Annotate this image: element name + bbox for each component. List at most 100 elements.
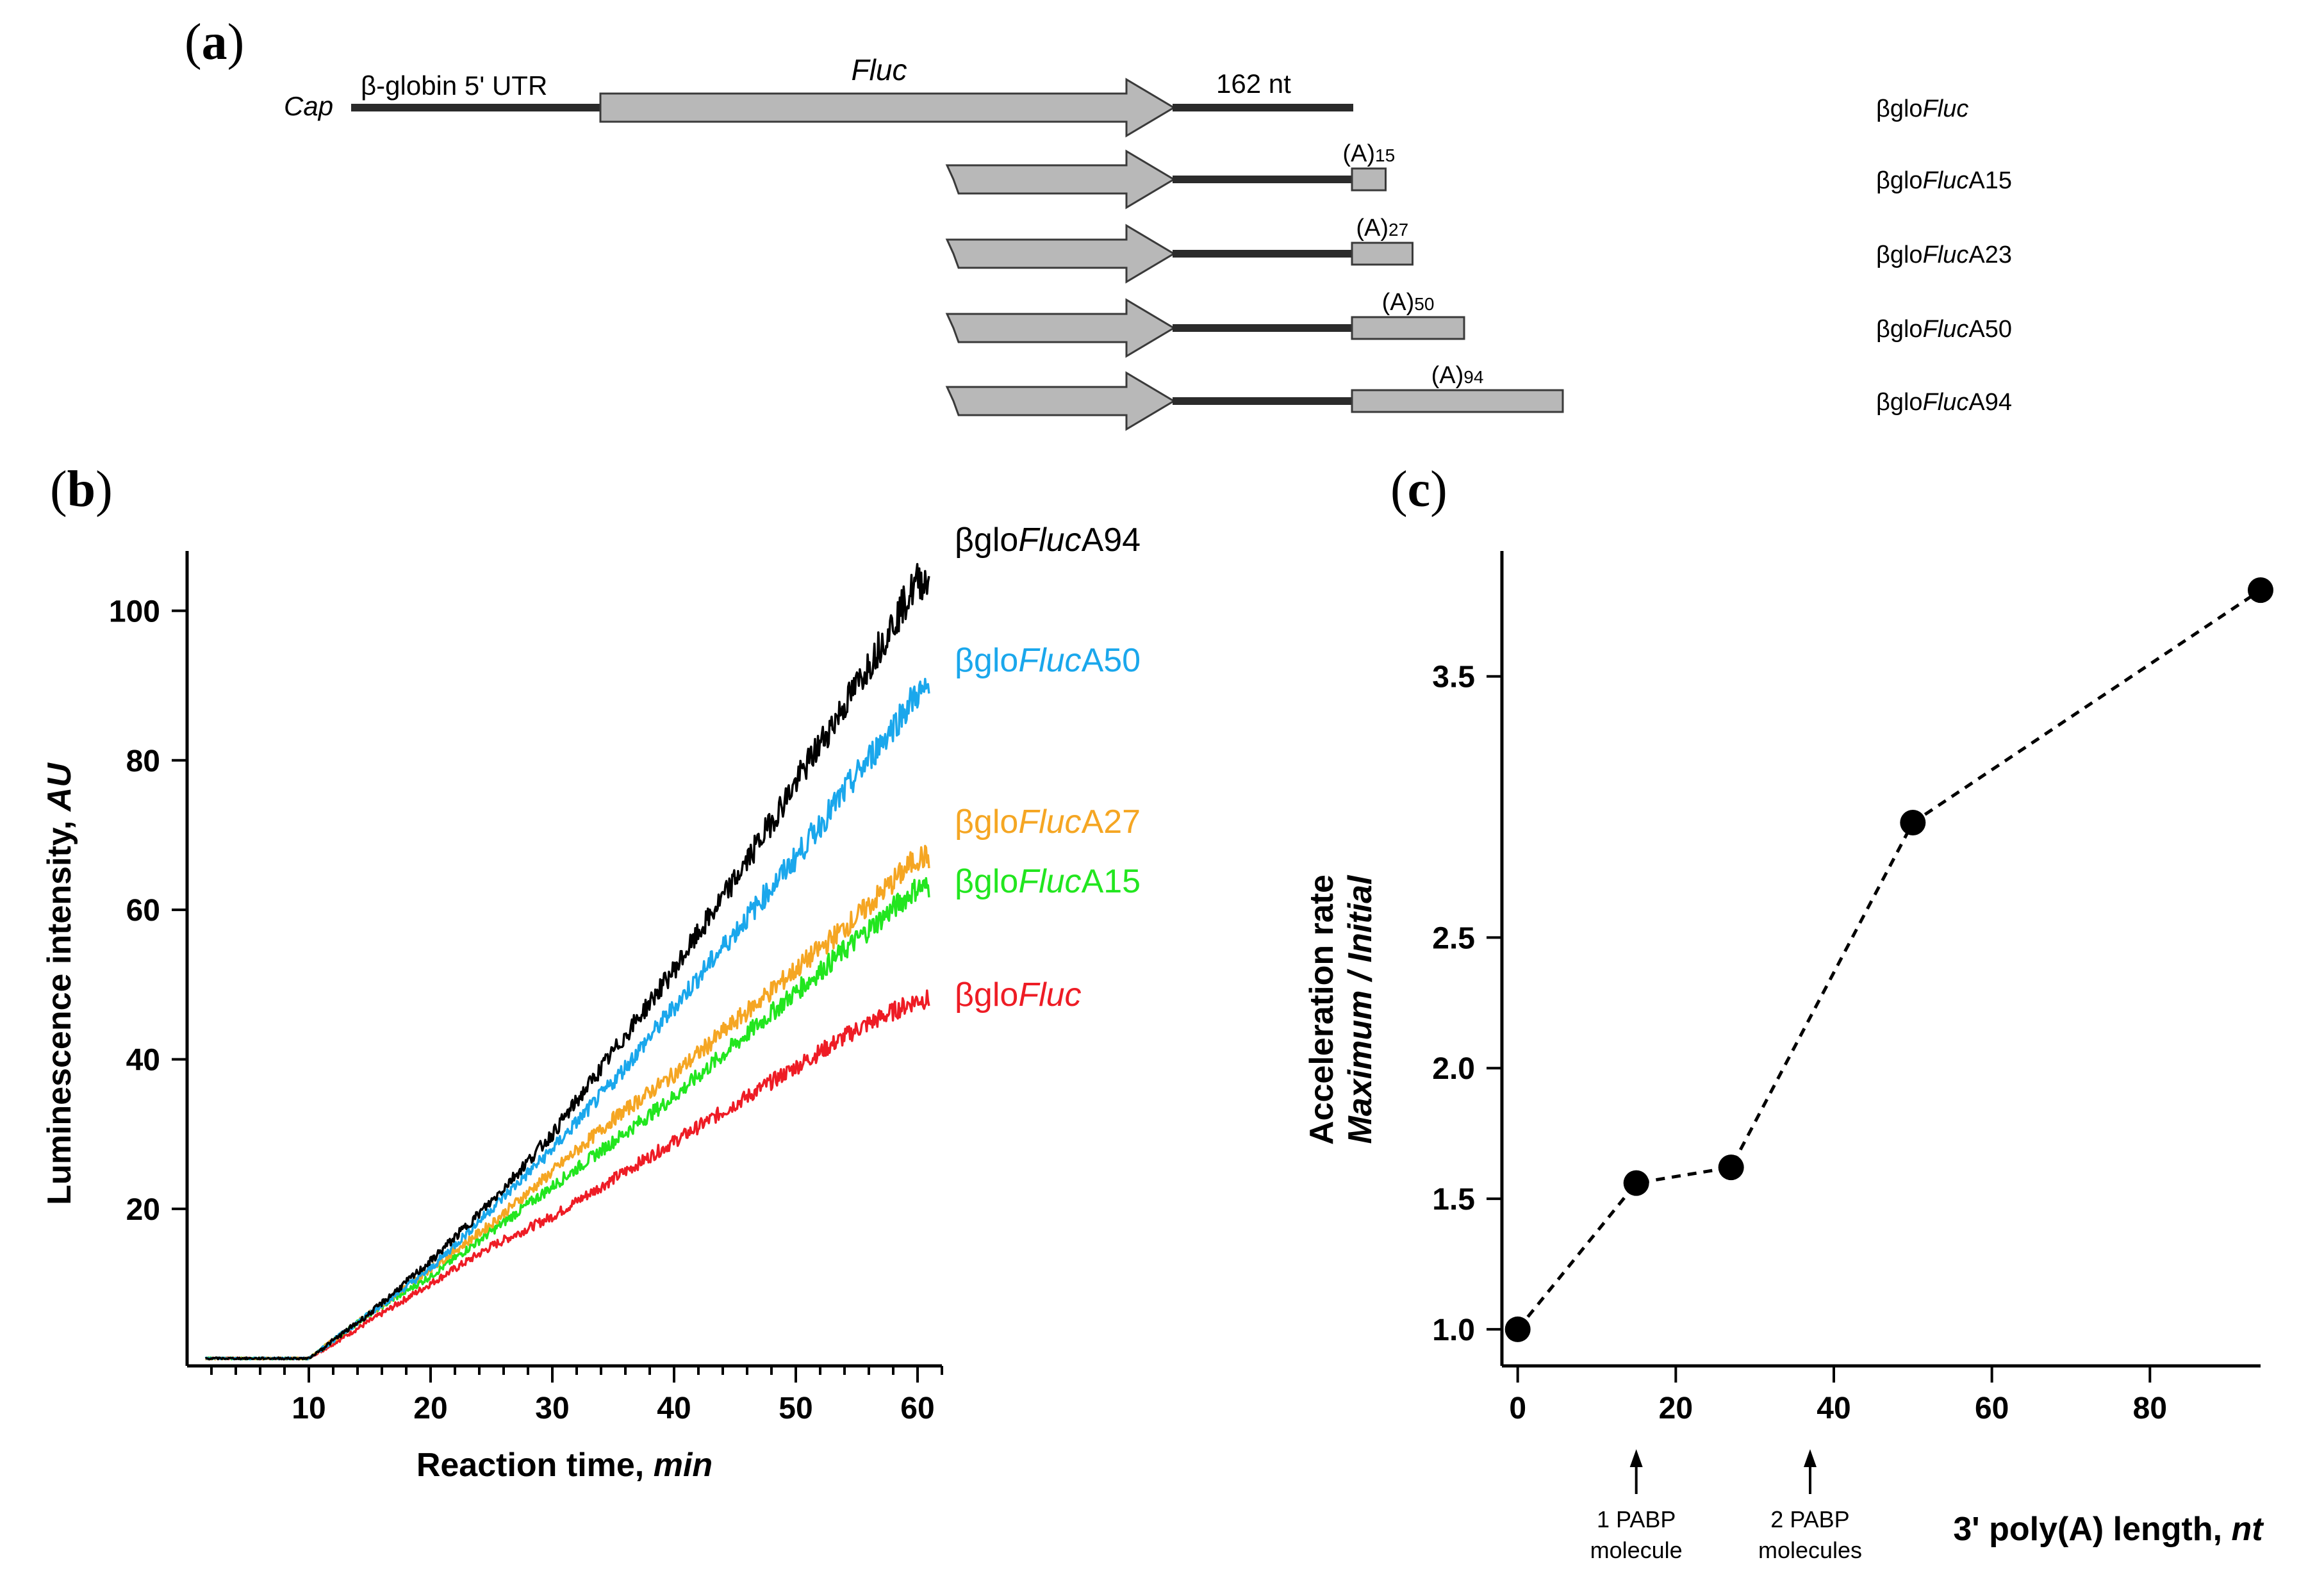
series-line [205,563,930,1361]
series-label-suffix: A50 [1082,642,1141,679]
y-tick-label: 40 [126,1044,160,1078]
construct-name-prefix: βglo [1876,389,1923,416]
series-label: βgloFlucA15 [955,863,1141,900]
x-axis-title-unit: min [654,1447,713,1484]
series-label: βgloFlucA94 [955,521,1141,559]
x-axis-title-text: Reaction time, [416,1447,654,1484]
construct-name: βgloFluc [1876,95,1968,122]
x-axis-title-unit: nt [2232,1511,2265,1548]
utr3-length-label: 162 nt [1216,69,1291,99]
series-label: βgloFluc [955,976,1082,1014]
polya-label: (A)50 [1382,289,1435,316]
series-label-prefix: βglo [955,521,1018,559]
construct-name: βgloFlucA15 [1876,167,2012,194]
polya-label-subscript: 50 [1414,294,1434,314]
polya-tail-bar [1351,167,1387,192]
construct-name-prefix: βglo [1876,316,1923,343]
construct-name-prefix: βglo [1876,242,1923,268]
data-point [1623,1170,1649,1196]
panel-label-b: (b) [50,461,113,518]
polya-label: (A)27 [1356,215,1408,242]
fluc-fragment-arrow [945,298,1176,358]
annotation-label-line1: 2 PABP [1770,1506,1849,1532]
y-tick-label: 60 [126,894,160,928]
series-label-italic: Fluc [1018,976,1081,1014]
x-axis-title: 3' poly(A) length, nt [1953,1511,2264,1548]
polya-label-base: (A) [1356,215,1389,242]
y-tick-label: 20 [126,1193,160,1227]
polya-tail-bar [1351,242,1413,266]
y-axis-title-unit: AU [41,762,78,813]
series-line [205,844,930,1361]
construct-name-suffix: A94 [1968,389,2012,416]
fluc-orf-arrow [599,78,1176,138]
series-label: βgloFlucA50 [955,642,1141,679]
x-tick-label: 30 [535,1392,569,1425]
x-tick-label: 20 [1659,1392,1693,1425]
x-tick-label: 40 [1817,1392,1850,1425]
series-label-italic: Fluc [1018,521,1081,559]
construct-name-italic: Fluc [1923,95,1969,122]
y-tick-label: 1.0 [1432,1313,1475,1347]
fluc-label: Fluc [852,53,907,86]
dashed-connector [1516,589,2262,1331]
data-point [1504,1316,1531,1342]
series-line [204,677,930,1361]
x-tick-label: 0 [1509,1392,1526,1425]
y-axis-title-text: Luminescence intensity, [41,811,78,1205]
polya-tail-bar [1351,389,1564,413]
polya-label: (A)15 [1342,140,1395,167]
annotation-label-line2: molecules [1758,1537,1862,1563]
fluc-fragment-arrow [945,149,1176,209]
construct-name: βgloFlucA23 [1876,242,2012,268]
construct-name-italic: Fluc [1923,167,1969,194]
annotation-label-line2: molecule [1590,1537,1683,1563]
y-tick-label: 2.5 [1432,921,1475,955]
series-label: βgloFlucA27 [955,803,1141,841]
x-tick-label: 40 [657,1392,691,1425]
series-label-italic: Fluc [1018,863,1081,900]
series-label-italic: Fluc [1018,803,1081,841]
panel-label-c: (c) [1390,461,1447,518]
x-tick-label: 60 [1975,1392,2009,1425]
construct-name-suffix: A23 [1968,242,2012,268]
panel-c-chart: 0 20 40 60 80 1.0 1.5 2.0 2.5 3.5 Acceleration rat… [1303,551,2273,1563]
x-tick-label: 50 [779,1392,812,1425]
annotation-label-line1: 1 PABP [1597,1506,1676,1532]
series-label-italic: Fluc [1018,642,1081,679]
series-label-prefix: βglo [955,642,1018,679]
cap-label: Cap [284,91,333,121]
polya-label-subscript: 94 [1463,367,1483,387]
polya-label: (A)94 [1431,362,1484,389]
y-axis-title-line1: Acceleration rate [1303,875,1340,1145]
fluc-fragment-arrow [945,224,1176,284]
y-axis-title: Luminescence intensity, AU [41,762,78,1205]
series-label-suffix: A15 [1082,863,1141,900]
construct-name-suffix: A50 [1968,316,2012,343]
y-tick-label: 100 [109,595,160,628]
y-tick-label: 3.5 [1432,661,1475,694]
x-axis-title-text: 3' poly(A) length, [1953,1511,2231,1548]
construct-name-italic: Fluc [1923,389,1969,416]
polya-label-subscript: 27 [1389,220,1408,240]
data-point [1718,1154,1744,1181]
x-tick-label: 80 [2133,1392,2167,1425]
polya-tail-bar [1351,316,1465,340]
series-line [205,989,930,1361]
series-label-prefix: βglo [955,976,1018,1014]
polya-label-base: (A) [1431,362,1464,389]
y-tick-label: 2.0 [1432,1052,1475,1086]
x-tick-label: 10 [292,1392,326,1425]
construct-name-prefix: βglo [1876,95,1923,122]
construct-name: βgloFlucA94 [1876,389,2012,416]
polya-label-base: (A) [1342,140,1375,167]
construct-name-prefix: βglo [1876,167,1923,194]
x-tick-label: 20 [413,1392,447,1425]
polya-label-subscript: 15 [1375,145,1395,165]
y-tick-label: 80 [126,744,160,778]
construct-name: βgloFlucA50 [1876,316,2012,343]
data-point [1900,810,1926,835]
utr-label: β-globin 5' UTR [361,70,547,101]
data-point [2248,577,2273,604]
